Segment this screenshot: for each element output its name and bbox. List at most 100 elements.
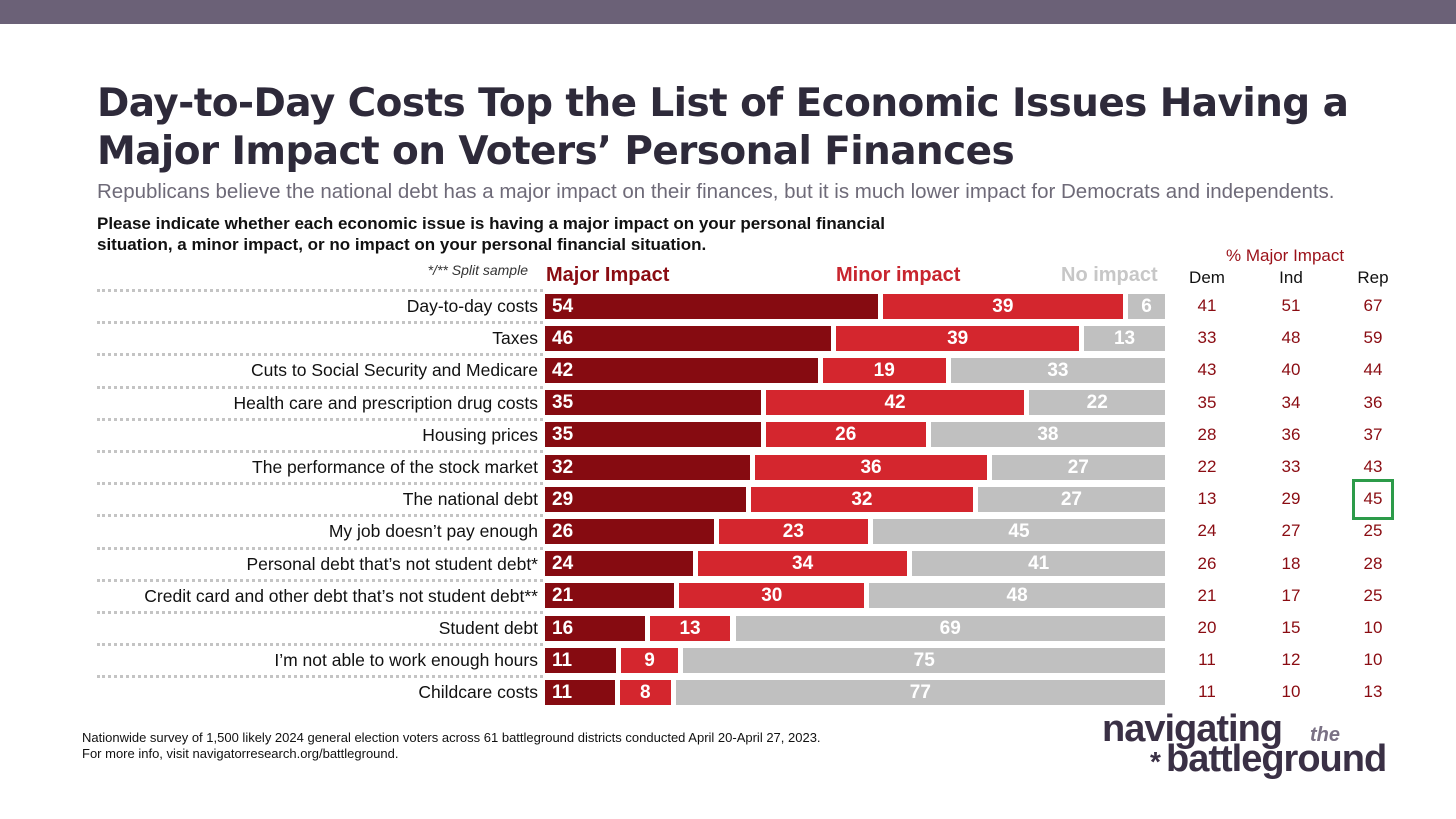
split-sample-note: */** Split sample	[427, 262, 528, 278]
bar-no-impact: 13	[1084, 325, 1165, 351]
footnote-link: For more info, visit navigatorresearch.o…	[82, 746, 399, 761]
bar-major-impact: 46	[545, 325, 832, 351]
party-value-dem: 28	[1197, 424, 1217, 444]
party-value-rep: 10	[1363, 650, 1383, 670]
party-value-rep: 43	[1363, 457, 1383, 476]
bar-minor-impact: 39	[882, 293, 1124, 319]
survey-question: Please indicate whether each economic is…	[97, 214, 885, 254]
party-value-rep: 25	[1363, 585, 1383, 605]
chart-title: Day-to-Day Costs Top the List of Economi…	[97, 81, 1349, 174]
bar-no-impact: 48	[869, 583, 1165, 609]
bar-no-impact: 38	[930, 422, 1165, 448]
bar-minor-impact: 30	[679, 583, 865, 609]
party-value-dem: 11	[1198, 650, 1216, 670]
party-value-rep: 45	[1363, 489, 1383, 509]
category-label: I’m not able to work enough hours	[274, 650, 538, 671]
party-value-dem: 41	[1197, 296, 1217, 315]
row-divider	[97, 353, 543, 357]
category-label: Credit card and other debt that’s not st…	[144, 585, 538, 606]
row-divider	[97, 450, 543, 453]
category-label: Cuts to Social Security and Medicare	[251, 360, 538, 381]
chart-subtitle: Republicans believe the national debt ha…	[97, 180, 1335, 203]
bar-minor-impact: 34	[697, 551, 908, 577]
category-label: Housing prices	[422, 424, 538, 445]
bar-minor-impact: 32	[751, 486, 973, 512]
bar-no-impact: 27	[977, 486, 1165, 512]
bar-minor-impact: 39	[836, 325, 1080, 351]
bar-minor-impact: 9	[620, 647, 679, 673]
bar-minor-impact: 23	[718, 518, 868, 544]
category-label: Childcare costs	[418, 682, 538, 703]
legend-major-impact: Major Impact	[546, 264, 670, 286]
party-value-ind: 17	[1281, 585, 1301, 605]
row-divider	[97, 514, 543, 518]
bar-no-impact: 6	[1128, 293, 1165, 319]
category-label: My job doesn’t pay enough	[328, 521, 538, 542]
party-value-rep: 37	[1363, 424, 1383, 444]
bar-no-impact: 69	[735, 615, 1165, 641]
row-divider	[97, 578, 543, 582]
party-table-title: % Major Impact	[1226, 246, 1345, 265]
bar-minor-impact: 26	[765, 422, 926, 448]
row-divider	[97, 482, 543, 486]
party-value-dem: 43	[1197, 360, 1217, 380]
bar-no-impact: 41	[912, 551, 1165, 577]
party-column-dem: Dem	[1189, 268, 1225, 287]
party-value-ind: 27	[1281, 521, 1301, 541]
bar-minor-impact: 42	[765, 390, 1025, 416]
row-divider	[97, 321, 543, 325]
bar-minor-impact: 36	[755, 454, 987, 480]
party-value-dem: 26	[1197, 553, 1217, 573]
party-value-dem: 33	[1197, 328, 1217, 348]
category-label: The performance of the stock market	[252, 457, 538, 477]
party-value-ind: 48	[1281, 328, 1301, 348]
party-value-ind: 34	[1281, 392, 1301, 412]
bar-major-impact: 11	[545, 679, 615, 705]
navigating-battleground-logo: navigating the * battleground	[1100, 708, 1430, 798]
bar-no-impact: 77	[675, 679, 1165, 705]
party-value-dem: 22	[1197, 457, 1217, 476]
party-value-rep: 25	[1363, 521, 1383, 541]
bar-major-impact: 32	[545, 454, 751, 480]
bar-no-impact: 33	[950, 357, 1165, 383]
party-value-rep: 10	[1363, 618, 1383, 637]
category-label: Taxes	[492, 328, 538, 349]
row-divider	[97, 675, 543, 679]
bar-no-impact: 45	[872, 518, 1165, 544]
bar-major-impact: 26	[545, 518, 714, 544]
party-value-rep: 67	[1363, 296, 1383, 315]
party-value-dem: 35	[1197, 392, 1217, 412]
bar-major-impact: 42	[545, 357, 818, 383]
bar-no-impact: 22	[1029, 390, 1165, 416]
bar-major-impact: 16	[545, 615, 645, 641]
party-value-ind: 18	[1281, 553, 1301, 573]
party-value-dem: 11	[1198, 682, 1216, 702]
party-value-rep: 44	[1363, 360, 1383, 380]
category-label: Health care and prescription drug costs	[233, 392, 538, 413]
party-value-ind: 15	[1281, 618, 1301, 637]
category-label: Personal debt that’s not student debt*	[246, 553, 538, 574]
legend-minor-impact: Minor impact	[836, 264, 961, 286]
party-value-dem: 21	[1197, 585, 1217, 605]
footnote-survey: Nationwide survey of 1,500 likely 2024 g…	[82, 730, 821, 745]
party-column-ind: Ind	[1279, 268, 1303, 287]
bar-minor-impact: 8	[619, 679, 671, 705]
row-divider	[97, 417, 543, 421]
party-value-ind: 51	[1281, 296, 1301, 315]
bar-major-impact: 21	[545, 583, 675, 609]
party-value-dem: 20	[1197, 618, 1217, 637]
logo-word-navigating: navigating	[1102, 708, 1283, 750]
bar-minor-impact: 19	[822, 357, 946, 383]
party-value-ind: 40	[1281, 360, 1301, 380]
bar-major-impact: 35	[545, 422, 761, 448]
party-value-ind: 36	[1281, 424, 1301, 444]
category-label: Day-to-day costs	[406, 296, 538, 316]
bar-no-impact: 75	[683, 647, 1165, 673]
party-value-rep: 59	[1363, 328, 1383, 348]
party-value-ind: 29	[1281, 489, 1301, 509]
party-value-rep: 28	[1363, 553, 1383, 573]
party-value-rep: 36	[1363, 392, 1383, 412]
footnote: Nationwide survey of 1,500 likely 2024 g…	[82, 730, 982, 762]
bar-minor-impact: 13	[649, 615, 731, 641]
party-value-ind: 10	[1281, 682, 1301, 702]
